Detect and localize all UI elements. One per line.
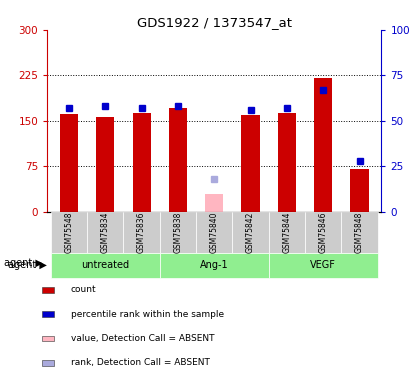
Bar xyxy=(204,194,223,212)
Text: GSM75834: GSM75834 xyxy=(101,211,110,253)
Text: count: count xyxy=(71,285,96,294)
Text: rank, Detection Call = ABSENT: rank, Detection Call = ABSENT xyxy=(71,358,209,368)
Text: GSM75836: GSM75836 xyxy=(137,211,146,253)
Text: percentile rank within the sample: percentile rank within the sample xyxy=(71,310,223,319)
Bar xyxy=(43,336,54,341)
Bar xyxy=(51,212,87,253)
Text: untreated: untreated xyxy=(81,260,129,270)
Text: GSM75846: GSM75846 xyxy=(318,211,327,253)
Text: GSM75844: GSM75844 xyxy=(282,211,291,253)
Bar xyxy=(43,360,54,366)
Text: value, Detection Call = ABSENT: value, Detection Call = ABSENT xyxy=(71,334,214,343)
Text: GSM75840: GSM75840 xyxy=(209,211,218,253)
Bar xyxy=(268,253,377,278)
Bar xyxy=(341,212,377,253)
Bar xyxy=(196,212,232,253)
Bar xyxy=(350,170,368,212)
Bar xyxy=(96,117,114,212)
Text: GSM75842: GSM75842 xyxy=(245,211,254,253)
Text: GSM75548: GSM75548 xyxy=(64,211,73,253)
Bar xyxy=(313,78,331,212)
Bar xyxy=(232,212,268,253)
Text: agent ▶: agent ▶ xyxy=(7,260,46,270)
Title: GDS1922 / 1373547_at: GDS1922 / 1373547_at xyxy=(136,16,291,29)
Bar xyxy=(304,212,341,253)
Bar xyxy=(123,212,160,253)
Text: agent ▶: agent ▶ xyxy=(4,258,43,268)
Bar xyxy=(51,253,160,278)
Text: Ang-1: Ang-1 xyxy=(200,260,228,270)
Bar xyxy=(268,212,304,253)
Bar xyxy=(241,115,259,212)
Text: GSM75848: GSM75848 xyxy=(354,211,363,253)
Text: GSM75838: GSM75838 xyxy=(173,211,182,253)
Bar xyxy=(160,212,196,253)
Bar xyxy=(277,113,295,212)
Bar xyxy=(132,113,150,212)
Text: VEGF: VEGF xyxy=(310,260,335,270)
Bar xyxy=(43,311,54,317)
Bar xyxy=(160,253,268,278)
Bar xyxy=(60,114,78,212)
Bar xyxy=(43,287,54,292)
Bar xyxy=(169,108,187,212)
Bar xyxy=(87,212,123,253)
